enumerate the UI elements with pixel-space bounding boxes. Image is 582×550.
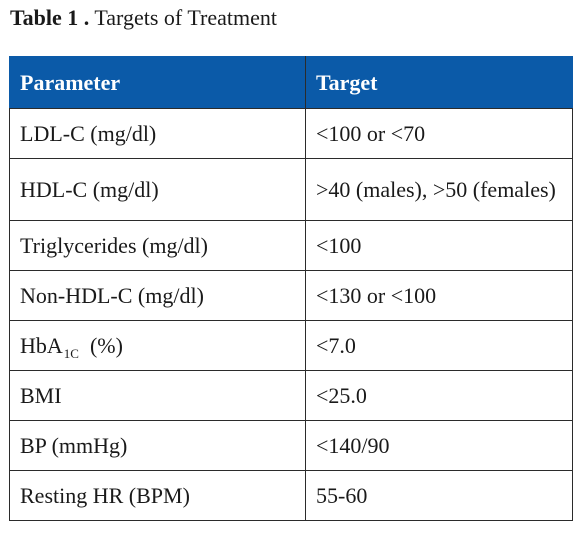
- table-row: BP (mmHg) <140/90: [9, 420, 573, 471]
- parameter-cell: BMI: [9, 370, 306, 421]
- parameter-cell: Resting HR (BPM): [9, 470, 306, 521]
- table-header-row: Parameter Target: [9, 56, 573, 109]
- target-cell: 55-60: [305, 470, 573, 521]
- target-cell: <100 or <70: [305, 108, 573, 159]
- target-cell: <130 or <100: [305, 270, 573, 321]
- target-cell: <100: [305, 220, 573, 271]
- table-row: Triglycerides (mg/dl) <100: [9, 220, 573, 271]
- parameter-cell: Triglycerides (mg/dl): [9, 220, 306, 271]
- parameter-cell: HDL-C (mg/dl): [9, 158, 306, 221]
- table-row: HDL-C (mg/dl) >40 (males), >50 (females): [9, 158, 573, 221]
- table-row: BMI <25.0: [9, 370, 573, 421]
- column-header-target: Target: [305, 56, 573, 109]
- target-cell: <25.0: [305, 370, 573, 421]
- table-caption: Table 1 . Targets of Treatment: [10, 5, 277, 31]
- target-cell: <140/90: [305, 420, 573, 471]
- table-row: Resting HR (BPM) 55-60: [9, 470, 573, 521]
- parameter-cell: LDL-C (mg/dl): [9, 108, 306, 159]
- parameter-cell: HbA1C (%): [9, 320, 306, 371]
- caption-title: Targets of Treatment: [94, 5, 277, 30]
- parameter-cell: Non-HDL-C (mg/dl): [9, 270, 306, 321]
- table-row: HbA1C (%) <7.0: [9, 320, 573, 371]
- caption-label: Table 1 .: [10, 5, 90, 30]
- parameter-unit: (%): [89, 333, 123, 358]
- parameter-main: HbA: [20, 333, 63, 358]
- target-cell: >40 (males), >50 (females): [305, 158, 573, 221]
- column-header-parameter: Parameter: [9, 56, 306, 109]
- parameter-subscript: 1C: [63, 346, 79, 361]
- targets-table: Parameter Target LDL-C (mg/dl) <100 or <…: [9, 56, 573, 521]
- table-row: LDL-C (mg/dl) <100 or <70: [9, 108, 573, 159]
- target-cell: <7.0: [305, 320, 573, 371]
- table-row: Non-HDL-C (mg/dl) <130 or <100: [9, 270, 573, 321]
- parameter-cell: BP (mmHg): [9, 420, 306, 471]
